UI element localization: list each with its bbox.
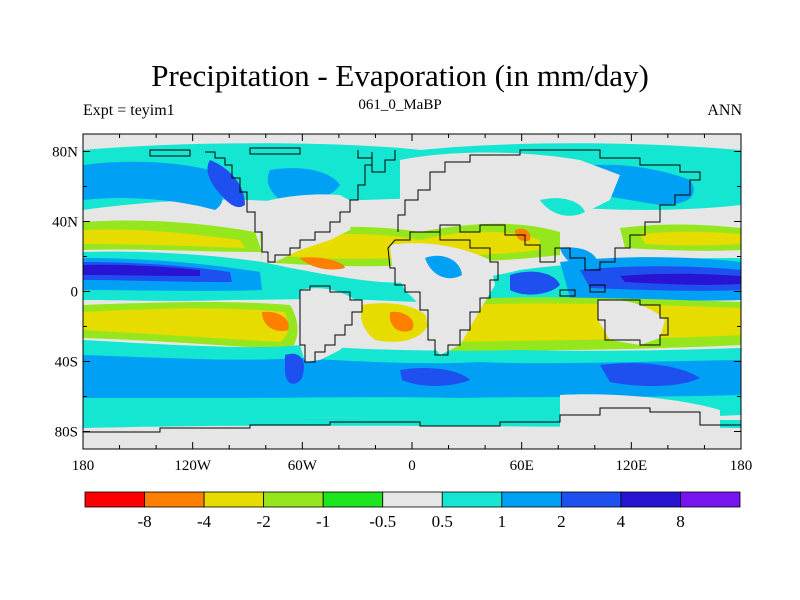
coast-arctic-islands <box>149 147 301 157</box>
x-tick-label: 180 <box>730 458 753 474</box>
africa-wet-patch <box>425 255 462 279</box>
colorbar-swatch <box>441 491 503 508</box>
coast-south-america <box>299 285 363 363</box>
x-tick-label: 180 <box>72 458 95 474</box>
coast-north-america <box>205 151 373 263</box>
coast-australia <box>597 299 669 346</box>
y-tick-label: 80S <box>55 425 78 441</box>
x-tick-label: 60W <box>288 458 318 474</box>
africa-land <box>390 243 495 355</box>
southern-indian-patch <box>400 368 470 386</box>
map-field <box>83 134 741 449</box>
colorbar-label: 2 <box>557 512 566 531</box>
australia-land <box>598 299 665 345</box>
atlantic-orange-core <box>300 257 345 270</box>
y-tick-label: 0 <box>71 285 79 301</box>
coastlines <box>83 147 741 433</box>
season-label: ANN <box>707 102 742 119</box>
colorbar-label: -8 <box>137 512 151 531</box>
north-america-land <box>242 194 358 262</box>
colorbar-swatch <box>263 491 324 508</box>
plot-title: Precipitation - Evaporation (in mm/day) <box>151 58 649 93</box>
colorbar-swatch <box>84 491 145 508</box>
south-pacific-orange <box>262 311 289 332</box>
coast-indonesia <box>559 284 606 297</box>
coast-africa <box>387 231 499 356</box>
colorbar-swatch <box>560 491 622 508</box>
y-axis: 80N 40N 0 40S 80S <box>52 145 741 441</box>
y-tick-label: 40N <box>52 215 78 231</box>
colorbar-label: -4 <box>197 512 212 531</box>
colorbar-label: 8 <box>676 512 685 531</box>
south-atlantic-orange <box>389 311 414 332</box>
x-axis: 180 120W 60W 0 60E 120E 180 <box>72 134 753 474</box>
antarctic-gray <box>83 425 741 449</box>
southern-ocean-deep <box>600 363 700 387</box>
south-pacific-dry-inner <box>83 308 289 342</box>
colorbar-swatch <box>144 491 205 508</box>
x-tick-label: 0 <box>408 458 416 474</box>
colorbar-label: -1 <box>316 512 330 531</box>
time-label: 061_0_MaBP <box>358 97 442 113</box>
indian-dry-inner <box>450 303 741 342</box>
north-america-wet <box>207 160 245 208</box>
experiment-label: Expt = teyim1 <box>83 102 175 119</box>
colorbar: -8 -4 -2 -1 -0.5 0.5 1 2 4 8 <box>84 491 741 531</box>
north-pacific-dry-core <box>83 229 245 248</box>
y-tick-label: 80N <box>52 145 78 161</box>
colorbar-swatch <box>322 491 384 508</box>
coast-eurasia <box>397 149 701 271</box>
eurasia-interior <box>400 152 620 220</box>
itcz-pacific-deep <box>83 264 200 276</box>
colorbar-swatch <box>501 491 562 508</box>
x-tick-label: 120W <box>174 458 212 474</box>
coast-antarctica <box>83 407 741 433</box>
antarctic-plateau <box>560 394 720 430</box>
west-pacific-dry-core <box>640 231 741 246</box>
colorbar-label: -0.5 <box>369 512 396 531</box>
colorbar-label: 1 <box>498 512 507 531</box>
colorbar-swatch <box>203 491 265 508</box>
colorbar-label: 4 <box>617 512 626 531</box>
south-america-land <box>300 288 362 362</box>
asia-moist-patch <box>540 198 585 216</box>
north-pacific-wet <box>83 161 223 210</box>
indian-wet-core <box>510 271 560 295</box>
itcz-west-pacific-deep <box>620 273 741 285</box>
southern-america-wet <box>285 353 305 384</box>
y-tick-label: 40S <box>55 355 78 371</box>
colorbar-swatch <box>382 491 443 508</box>
colorbar-label: 0.5 <box>432 512 453 531</box>
x-tick-label: 120E <box>615 458 647 474</box>
colorbar-swatch <box>620 491 681 508</box>
coast-greenland <box>357 150 396 173</box>
colorbar-swatch <box>680 491 741 508</box>
north-atlantic-moist <box>267 168 340 202</box>
colorbar-label: -2 <box>257 512 271 531</box>
x-tick-label: 60E <box>510 458 534 474</box>
